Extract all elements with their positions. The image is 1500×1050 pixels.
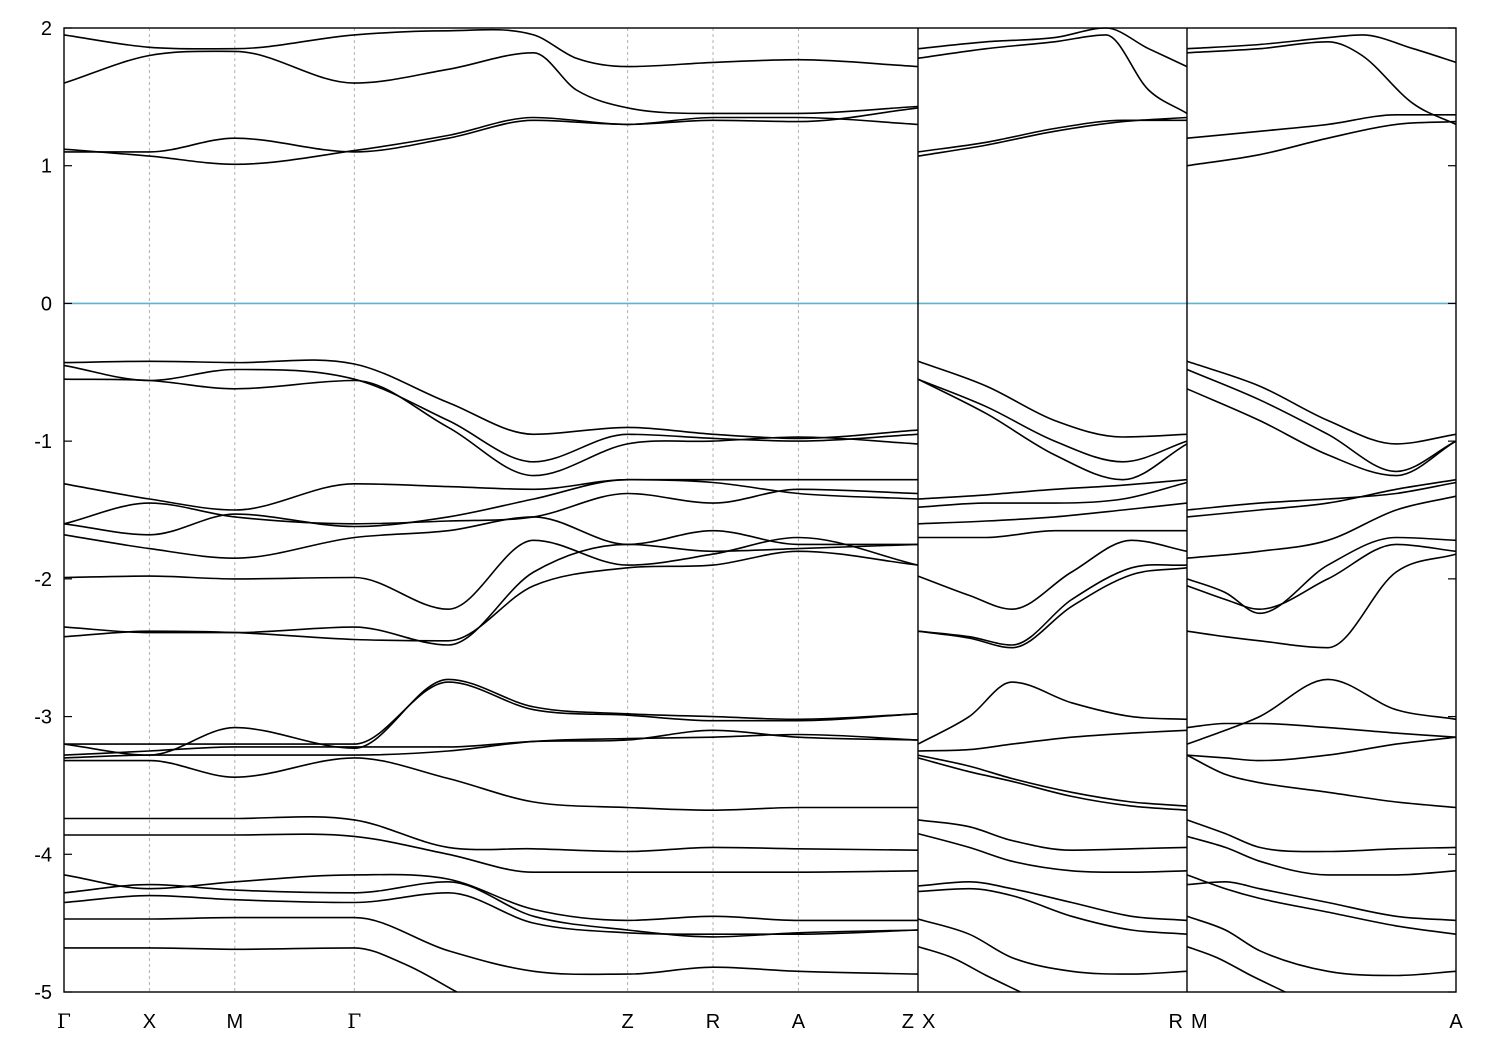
band-line bbox=[917, 27, 1188, 68]
band-line bbox=[1186, 678, 1457, 745]
y-tick-label: -4 bbox=[34, 844, 52, 866]
band-line bbox=[1186, 553, 1457, 649]
kpoint-label: Γ bbox=[347, 1009, 361, 1033]
band-line bbox=[917, 757, 1188, 811]
band-line bbox=[917, 945, 1021, 993]
band-line bbox=[1186, 722, 1457, 738]
band-line bbox=[63, 516, 918, 560]
band-line bbox=[63, 28, 919, 68]
band-line bbox=[63, 536, 919, 611]
band-line bbox=[1186, 495, 1457, 559]
band-line bbox=[917, 360, 1188, 438]
band-line bbox=[918, 529, 1187, 539]
band-line bbox=[1186, 543, 1457, 611]
band-line bbox=[64, 815, 919, 853]
kpoint-label: R bbox=[1169, 1011, 1183, 1033]
band-line bbox=[917, 564, 1188, 646]
y-tick-label: 0 bbox=[41, 293, 52, 315]
band-line bbox=[63, 543, 919, 646]
kpoint-label: R bbox=[706, 1011, 720, 1033]
band-line bbox=[917, 119, 1187, 153]
band-line bbox=[63, 891, 919, 936]
band-line bbox=[917, 832, 1188, 874]
band-line bbox=[63, 107, 919, 166]
band-line bbox=[917, 378, 1188, 481]
band-line bbox=[917, 681, 1188, 745]
band-line bbox=[917, 729, 1188, 752]
band-line bbox=[1186, 736, 1457, 762]
band-line bbox=[917, 34, 1188, 115]
band-line bbox=[1186, 880, 1457, 922]
band-line bbox=[63, 488, 919, 525]
band-line bbox=[1186, 478, 1457, 518]
band-line bbox=[64, 681, 919, 745]
band-line bbox=[917, 880, 1188, 922]
kpoint-label: M bbox=[226, 1011, 243, 1033]
band-line bbox=[1186, 754, 1457, 809]
band-line bbox=[917, 116, 1188, 157]
y-tick-label: -3 bbox=[34, 707, 52, 729]
band-line bbox=[1186, 388, 1457, 477]
band-line bbox=[63, 733, 919, 759]
band-line bbox=[917, 478, 1188, 500]
band-line bbox=[917, 754, 1188, 807]
band-line bbox=[63, 678, 919, 756]
band-line bbox=[917, 819, 1188, 852]
kpoint-label: Γ bbox=[57, 1009, 71, 1033]
band-line bbox=[1186, 368, 1457, 473]
band-line bbox=[64, 116, 919, 153]
y-tick-label: -5 bbox=[34, 982, 52, 1004]
y-tick-label: 2 bbox=[41, 18, 52, 40]
band-line bbox=[63, 729, 919, 756]
y-tick-label: -1 bbox=[34, 431, 52, 453]
band-line bbox=[917, 481, 1188, 508]
band-line bbox=[63, 478, 919, 511]
band-line bbox=[63, 364, 919, 463]
band-line bbox=[1186, 819, 1457, 853]
kpoint-label: X bbox=[143, 1011, 156, 1033]
band-line bbox=[63, 478, 918, 536]
band-line bbox=[63, 359, 919, 440]
band-line bbox=[63, 50, 919, 115]
band-line bbox=[917, 539, 1188, 611]
y-tick-label: -2 bbox=[34, 569, 52, 591]
kpoint-label: M bbox=[1191, 1011, 1208, 1033]
band-line bbox=[917, 567, 1188, 649]
plot-frame bbox=[63, 27, 1457, 993]
band-line bbox=[63, 873, 918, 922]
band-line bbox=[63, 916, 919, 976]
y-axis-ticks: 2 1 0 -1 -2 -3 -4 -5 bbox=[34, 18, 1456, 1004]
kpoint-label: A bbox=[792, 1011, 806, 1033]
band-line bbox=[64, 757, 918, 812]
band-line bbox=[1186, 536, 1457, 615]
band-line bbox=[1186, 481, 1457, 511]
band-line bbox=[1186, 360, 1457, 445]
band-line bbox=[1186, 113, 1456, 139]
kpoint-label: Z bbox=[902, 1011, 914, 1033]
band-line bbox=[63, 833, 919, 874]
band-lines bbox=[63, 27, 1457, 993]
band-line bbox=[917, 918, 1188, 975]
band-line bbox=[63, 947, 458, 993]
band-line bbox=[1186, 945, 1286, 993]
kpoint-label: Z bbox=[622, 1011, 634, 1033]
band-line bbox=[63, 880, 919, 938]
band-line bbox=[63, 550, 919, 642]
band-line bbox=[1186, 34, 1457, 64]
band-line bbox=[917, 378, 1188, 463]
band-line bbox=[917, 887, 1188, 935]
kpoint-label: X bbox=[922, 1011, 935, 1033]
band-line bbox=[1186, 915, 1457, 977]
y-tick-label: 1 bbox=[41, 156, 52, 178]
band-line bbox=[1186, 120, 1457, 167]
segment-separators bbox=[917, 28, 1188, 992]
band-line bbox=[1186, 874, 1457, 935]
band-line bbox=[917, 502, 1188, 525]
kpoint-label: A bbox=[1449, 1011, 1463, 1033]
band-line bbox=[1186, 835, 1457, 876]
band-line bbox=[1186, 40, 1457, 126]
band-line bbox=[63, 378, 919, 477]
